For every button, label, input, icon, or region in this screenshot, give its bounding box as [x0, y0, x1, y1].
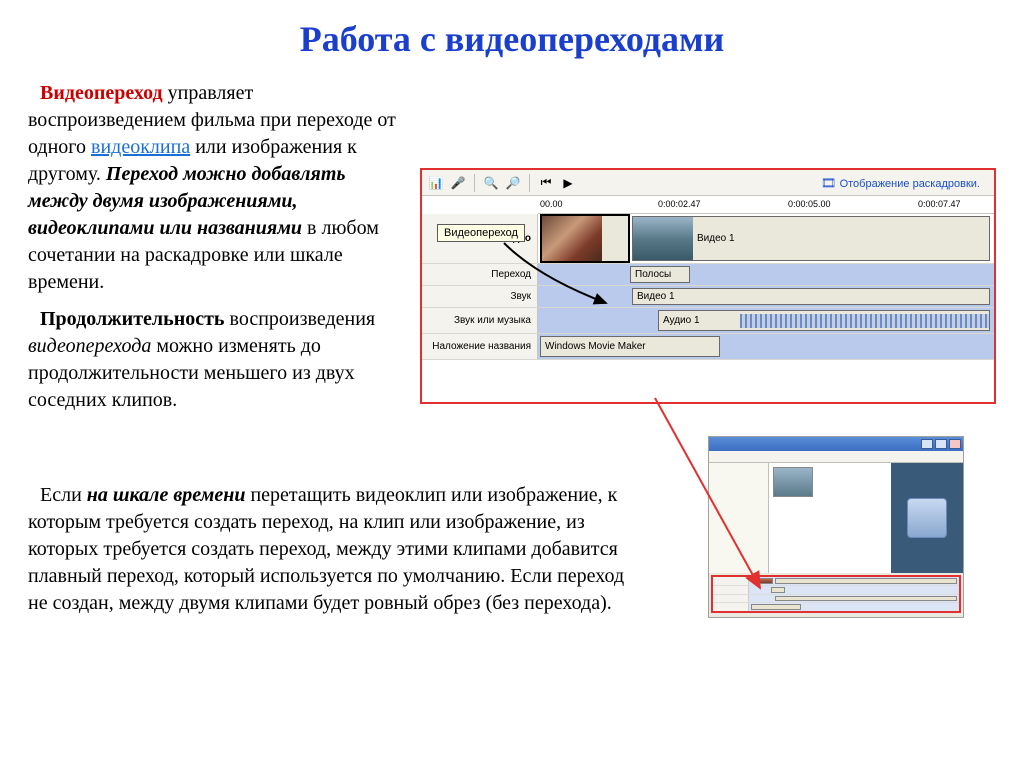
mini-preview-pane: [891, 463, 963, 573]
track-label-overlay: Наложение названия: [422, 334, 538, 359]
play-icon[interactable]: ▶: [560, 175, 576, 191]
title-overlay-clip[interactable]: Windows Movie Maker: [540, 336, 720, 357]
storyboard-toggle[interactable]: 🎞 Отображение раскадровки.: [821, 175, 988, 191]
clip-label: Видео 1: [693, 233, 739, 244]
callout-arrow-icon: [498, 237, 618, 317]
red-arrow-icon: [650, 390, 780, 610]
zoom-in-icon[interactable]: 🔍: [483, 175, 499, 191]
maximize-icon[interactable]: [935, 439, 947, 449]
rewind-icon[interactable]: ⏮: [538, 175, 554, 191]
p2-ital: видеоперехода: [28, 335, 151, 357]
p3-emphasis: на шкале времени: [87, 484, 246, 506]
audio-clip-label: Аудио 1: [663, 315, 700, 326]
waveform: [740, 314, 989, 328]
timeline-ruler: 00.00 0:00:02.47 0:00:05.00 0:00:07.47: [538, 196, 994, 214]
ruler-tick: 0:00:02.47: [658, 199, 701, 209]
video-clip-2[interactable]: Видео 1: [632, 216, 990, 261]
p3-text1: Если: [40, 484, 87, 506]
close-icon[interactable]: [949, 439, 961, 449]
term-videotransition: Видеопереход: [40, 82, 163, 104]
timeline-toolbar: 📊 🎤 🔍 🔎 ⏮ ▶ 🎞 Отображение раскадровки.: [422, 170, 994, 196]
audio-clip[interactable]: Аудио 1: [658, 310, 990, 331]
ruler-tick: 0:00:05.00: [788, 199, 831, 209]
sound-clip[interactable]: Видео 1: [632, 288, 990, 305]
ruler-tick: 0:00:07.47: [918, 199, 961, 209]
storyboard-label: Отображение раскадровки.: [840, 178, 980, 190]
ruler-tick: 00.00: [540, 199, 563, 209]
paragraph-block-1: Видеопереход управляет воспроизведением …: [28, 80, 408, 416]
storyboard-icon: 🎞: [821, 175, 837, 191]
mini-collection-pane: [769, 463, 891, 573]
videoclip-link[interactable]: видеоклипа: [91, 136, 190, 158]
levels-icon[interactable]: 📊: [428, 175, 444, 191]
narration-icon[interactable]: 🎤: [450, 175, 466, 191]
track-title-overlay: Наложение названия Windows Movie Maker: [422, 334, 994, 360]
paragraph-block-2: Если на шкале времени перетащить видеокл…: [28, 482, 638, 617]
transition-clip[interactable]: Полосы: [630, 266, 690, 283]
p2-text1: воспроизведения: [225, 308, 376, 330]
minimize-icon[interactable]: [921, 439, 933, 449]
mini-preview-placeholder: [907, 498, 947, 538]
zoom-out-icon[interactable]: 🔎: [505, 175, 521, 191]
p2-bold: Продолжительность: [40, 308, 225, 330]
clip-thumbnail: [633, 217, 693, 260]
page-title: Работа с видеопереходами: [0, 0, 1024, 68]
